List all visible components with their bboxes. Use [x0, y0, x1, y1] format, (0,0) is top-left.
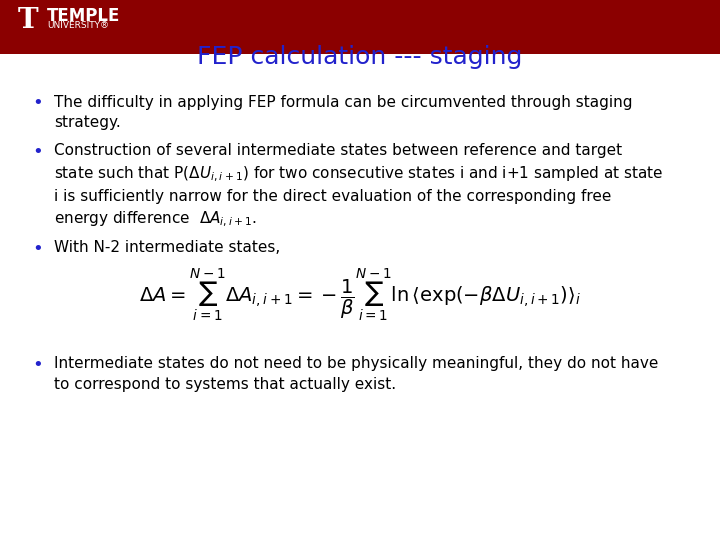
Text: TEMPLE: TEMPLE	[47, 7, 120, 25]
Text: •: •	[32, 143, 43, 161]
Text: Construction of several intermediate states between reference and target
state s: Construction of several intermediate sta…	[54, 143, 663, 230]
Text: •: •	[32, 240, 43, 258]
Text: The difficulty in applying FEP formula can be circumvented through staging
strat: The difficulty in applying FEP formula c…	[54, 94, 632, 130]
Text: With N-2 intermediate states,: With N-2 intermediate states,	[54, 240, 280, 255]
Text: Intermediate states do not need to be physically meaningful, they do not have
to: Intermediate states do not need to be ph…	[54, 356, 658, 392]
Text: UNIVERSITY®: UNIVERSITY®	[47, 21, 109, 30]
Text: •: •	[32, 94, 43, 112]
Text: •: •	[32, 356, 43, 374]
Text: $\Delta A = \sum_{i=1}^{N-1} \Delta A_{i,i+1} = -\dfrac{1}{\beta}\sum_{i=1}^{N-1: $\Delta A = \sum_{i=1}^{N-1} \Delta A_{i…	[139, 266, 581, 323]
Text: FEP calculation --- staging: FEP calculation --- staging	[197, 45, 523, 69]
Text: Τ: Τ	[18, 7, 39, 34]
FancyBboxPatch shape	[0, 0, 720, 54]
